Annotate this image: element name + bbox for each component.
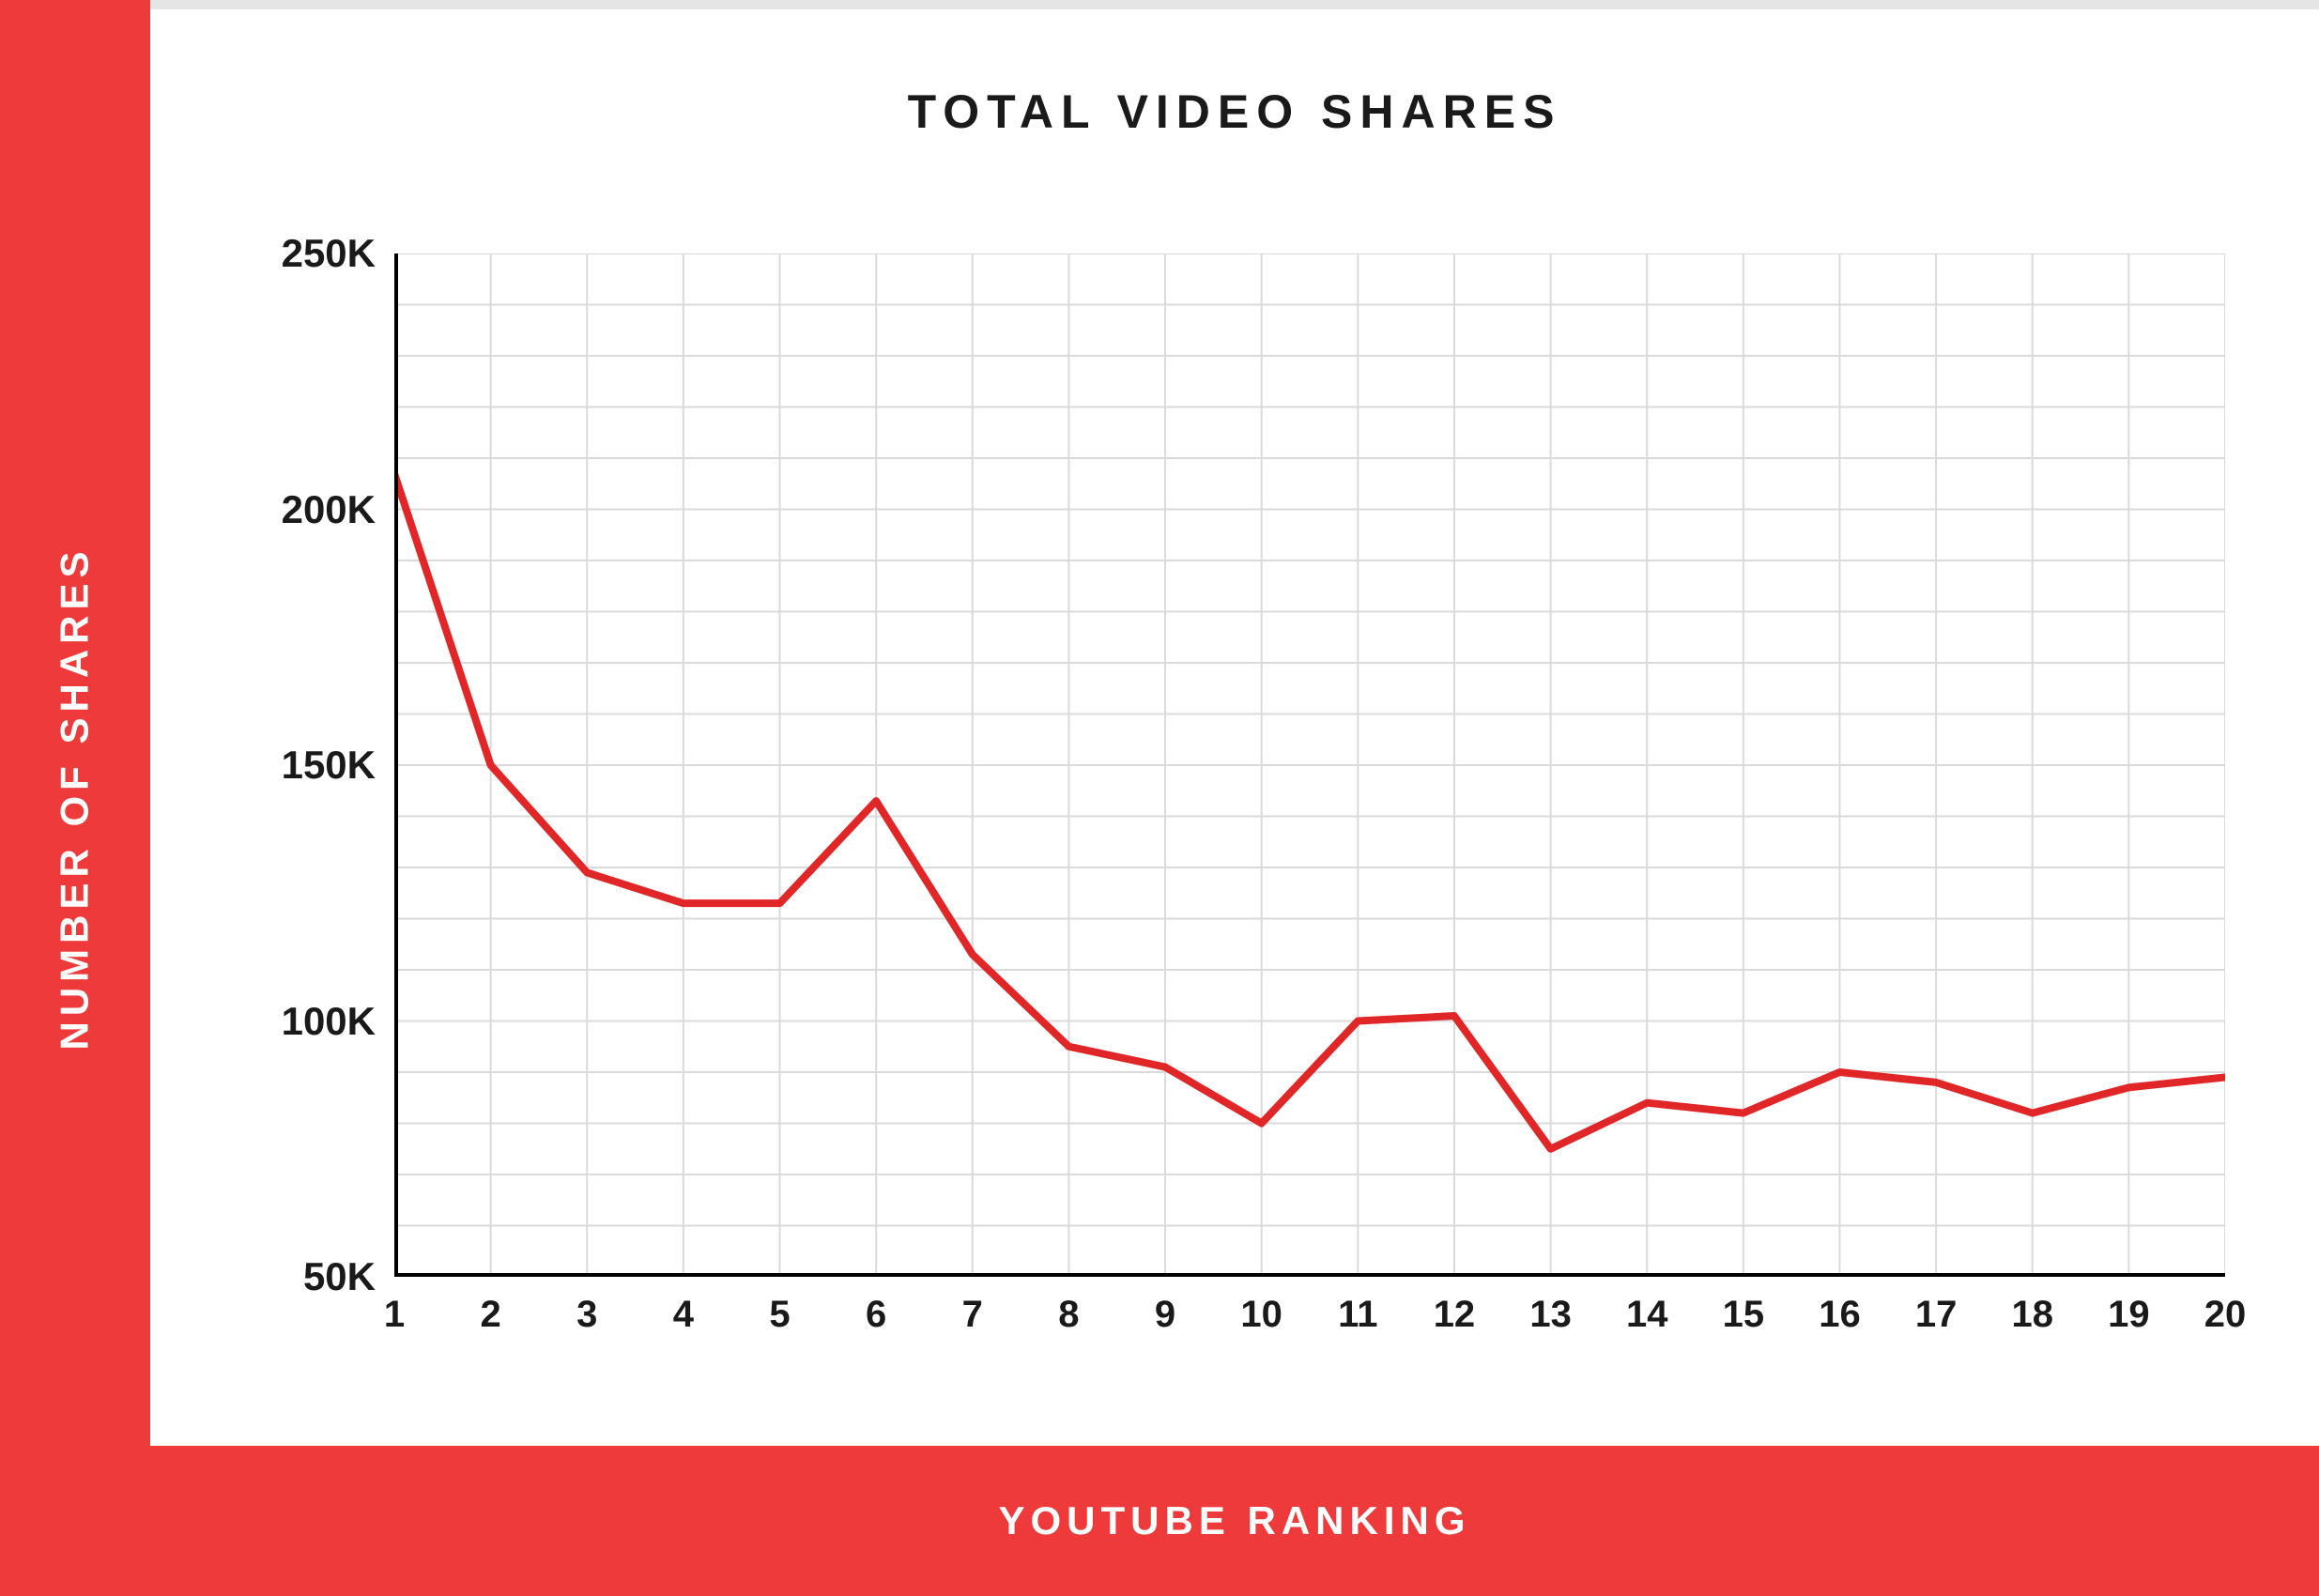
chart-region: TOTAL VIDEO SHARES 50K100K150K200K250K12…: [150, 9, 2319, 1446]
x-tick-label: 12: [1434, 1294, 1476, 1336]
x-tick-label: 15: [1723, 1294, 1765, 1336]
x-tick-label: 4: [673, 1294, 694, 1336]
x-tick-label: 14: [1626, 1294, 1668, 1336]
x-tick-label: 9: [1155, 1294, 1175, 1336]
x-tick-label: 8: [1058, 1294, 1079, 1336]
y-tick-label: 100K: [282, 999, 376, 1044]
x-tick-label: 17: [1915, 1294, 1958, 1336]
y-tick-label: 250K: [282, 231, 376, 276]
chart-title: TOTAL VIDEO SHARES: [150, 84, 2319, 139]
chart-svg: [394, 253, 2225, 1277]
x-tick-label: 2: [481, 1294, 501, 1336]
chart-container: NUMBER OF SHARES YOUTUBE RANKING TOTAL V…: [0, 0, 2319, 1596]
y-axis-label: NUMBER OF SHARES: [53, 545, 98, 1050]
x-tick-label: 18: [2011, 1294, 2053, 1336]
x-tick-label: 1: [384, 1294, 405, 1336]
y-tick-label: 150K: [282, 743, 376, 788]
x-axis-bar: YOUTUBE RANKING: [150, 1446, 2319, 1596]
x-tick-label: 3: [576, 1294, 597, 1336]
y-tick-label: 50K: [303, 1254, 376, 1299]
top-border: [0, 0, 2319, 9]
x-axis-label: YOUTUBE RANKING: [998, 1498, 1470, 1543]
y-axis-bar: NUMBER OF SHARES: [0, 0, 150, 1596]
x-tick-label: 7: [962, 1294, 983, 1336]
plot-area: 50K100K150K200K250K123456789101112131415…: [394, 253, 2225, 1277]
x-tick-label: 19: [2108, 1294, 2150, 1336]
x-tick-label: 10: [1240, 1294, 1282, 1336]
x-tick-label: 11: [1338, 1294, 1377, 1336]
x-tick-label: 6: [866, 1294, 886, 1336]
x-tick-label: 5: [769, 1294, 790, 1336]
x-tick-label: 20: [2204, 1294, 2247, 1336]
y-tick-label: 200K: [282, 487, 376, 532]
x-tick-label: 13: [1529, 1294, 1572, 1336]
x-tick-label: 16: [1819, 1294, 1861, 1336]
